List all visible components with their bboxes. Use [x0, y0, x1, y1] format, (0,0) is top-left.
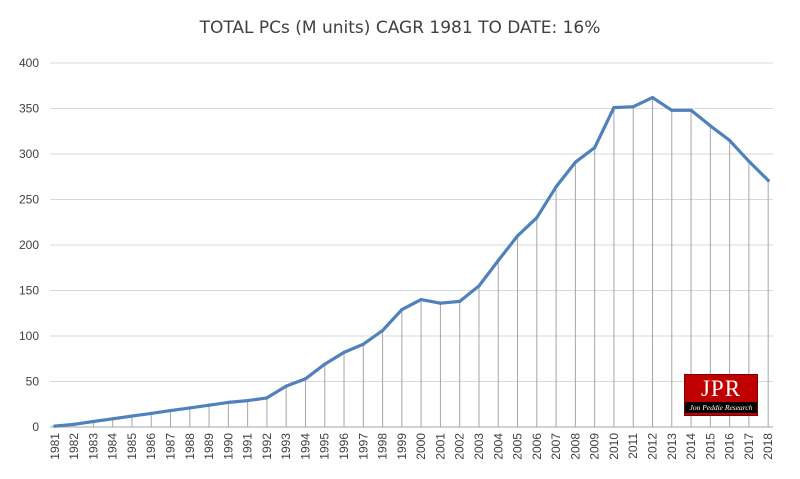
x-tick-label: 2008 — [568, 433, 582, 460]
data-point-1996 — [342, 350, 346, 354]
x-tick-label: 1991 — [241, 433, 255, 460]
series-line-total-pcs — [53, 95, 770, 428]
data-point-1988 — [188, 406, 192, 410]
x-tick-label: 2005 — [511, 433, 525, 460]
x-tick-label: 2018 — [761, 433, 775, 460]
series-layer — [53, 95, 770, 428]
x-tick-label: 2006 — [530, 433, 544, 460]
data-point-2004 — [496, 258, 500, 263]
data-point-1995 — [323, 362, 327, 366]
data-point-2000 — [419, 298, 423, 302]
x-tick-label: 1981 — [48, 433, 62, 460]
data-point-1993 — [284, 384, 288, 388]
data-point-2012 — [650, 95, 655, 100]
data-point-2007 — [554, 185, 558, 189]
y-tick-label: 200 — [19, 238, 39, 252]
x-tick-label: 1984 — [106, 433, 120, 460]
x-tick-label: 1990 — [221, 433, 235, 460]
data-point-2014 — [689, 108, 693, 112]
x-tick-label: 2002 — [453, 433, 467, 460]
data-point-1983 — [91, 419, 95, 424]
logo-sub-text: Jon Peddie Research — [685, 402, 757, 413]
data-point-1986 — [149, 411, 153, 415]
data-point-1982 — [72, 422, 76, 426]
y-tick-label: 150 — [19, 284, 39, 298]
data-point-1994 — [303, 377, 308, 381]
x-tick-label: 2001 — [433, 433, 447, 460]
chart-title: TOTAL PCs (M units) CAGR 1981 TO DATE: 1… — [199, 18, 601, 38]
data-point-1992 — [265, 396, 269, 400]
data-point-2013 — [670, 108, 674, 112]
x-tick-label: 2009 — [588, 433, 602, 460]
x-tick-label: 1986 — [144, 433, 158, 460]
data-point-2005 — [515, 234, 520, 238]
data-point-1998 — [380, 328, 385, 333]
x-tick-label: 1997 — [356, 433, 370, 460]
jpr-logo: JPR Jon Peddie Research — [684, 374, 758, 416]
drop-lines — [54, 97, 769, 427]
y-tick-label: 100 — [19, 329, 39, 343]
x-tick-label: 1996 — [337, 433, 351, 460]
x-tick-label: 2015 — [703, 433, 717, 460]
data-point-2001 — [438, 301, 443, 305]
x-tick-label: 1983 — [86, 433, 100, 460]
x-tick-label: 2017 — [742, 433, 756, 460]
data-point-1984 — [111, 417, 115, 421]
x-tick-label: 2012 — [646, 433, 660, 460]
x-tick-label: 1988 — [183, 433, 197, 460]
gridlines — [50, 62, 773, 382]
data-point-1991 — [246, 399, 250, 403]
x-tick-label: 1989 — [202, 433, 216, 460]
x-tick-label: 1999 — [395, 433, 409, 460]
data-point-1981 — [53, 424, 57, 428]
x-tick-label: 1992 — [260, 433, 274, 460]
x-tick-label: 2010 — [607, 433, 621, 460]
x-tick-label: 2007 — [549, 433, 563, 460]
data-point-1989 — [207, 403, 211, 407]
data-point-2018 — [766, 178, 770, 182]
data-point-2009 — [593, 146, 597, 150]
x-tick-label: 1998 — [376, 433, 390, 460]
y-tick-label: 350 — [19, 102, 39, 116]
y-tick-label: 250 — [19, 193, 39, 207]
y-tick-label: 0 — [32, 420, 39, 434]
data-point-2003 — [477, 284, 481, 288]
x-tick-label: 1987 — [164, 433, 178, 460]
x-tick-label: 2014 — [684, 433, 698, 460]
x-tick-label: 1994 — [298, 433, 312, 460]
data-point-2010 — [612, 105, 616, 110]
data-point-1985 — [130, 414, 134, 418]
data-point-1997 — [361, 342, 365, 346]
data-point-2006 — [535, 216, 539, 220]
x-tick-label: 1985 — [125, 433, 139, 460]
data-point-1987 — [168, 409, 173, 413]
logo-main-text: JPR — [700, 376, 742, 401]
x-tick-label: 2011 — [626, 433, 640, 459]
x-axis-tick-labels: 1981 1982 1983 1984 1985 1986 1987 1988 1989 1990… — [48, 433, 775, 460]
x-tick-label: 1982 — [67, 433, 81, 460]
data-point-1990 — [226, 400, 230, 405]
x-tick-label: 2000 — [414, 433, 428, 460]
y-tick-label: 400 — [19, 56, 39, 70]
x-tick-label: 1995 — [318, 433, 332, 460]
data-point-1999 — [400, 308, 404, 312]
y-tick-label: 50 — [26, 375, 40, 389]
data-point-2016 — [728, 138, 732, 142]
x-tick-label: 2004 — [491, 433, 505, 460]
data-point-2008 — [573, 160, 577, 164]
data-point-2002 — [458, 299, 462, 304]
x-tick-label: 2016 — [723, 433, 737, 460]
y-axis-tick-labels: 0 50 100 150 200 250 300 350 400 — [19, 56, 39, 434]
x-tick-label: 2003 — [472, 433, 486, 460]
y-tick-label: 300 — [19, 147, 39, 161]
data-point-2017 — [747, 159, 751, 163]
data-point-2011 — [631, 105, 635, 109]
x-tick-label: 1993 — [279, 433, 293, 460]
x-tick-label: 2013 — [665, 433, 679, 460]
data-point-2015 — [708, 124, 712, 128]
